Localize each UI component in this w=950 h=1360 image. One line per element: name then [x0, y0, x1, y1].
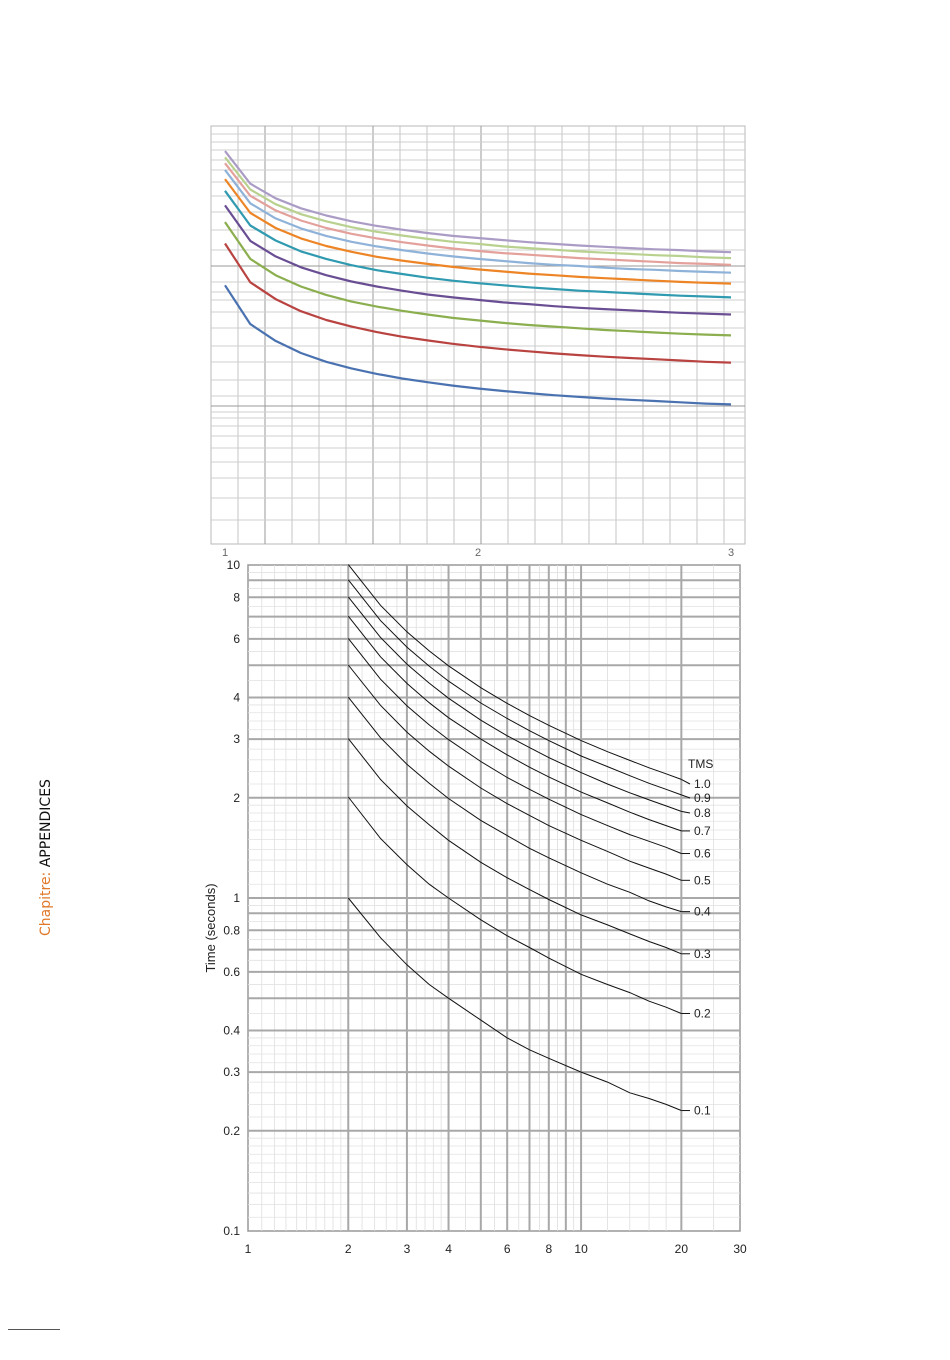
chapter-sidebar-label: Chapitre: APPENDICES	[38, 779, 54, 936]
upper-series-line-6	[224, 178, 732, 285]
lower-x-tick-label: 4	[445, 1242, 452, 1256]
upper-colored-chart: 1 2 3	[210, 125, 746, 559]
upper-x-tick-label: 1	[222, 547, 228, 559]
tms-curve-0.4	[347, 696, 682, 913]
lower-y-tick-label: 0.6	[223, 965, 240, 979]
upper-series-line-8	[224, 162, 732, 266]
upper-series-line-2	[224, 242, 732, 364]
tms-leader-0.9	[681, 794, 691, 799]
upper-x-tick-label: 2	[475, 547, 481, 559]
lower-y-tick-label: 8	[233, 590, 240, 604]
lower-y-tick-label: 6	[233, 632, 240, 646]
upper-chart-frame	[210, 125, 746, 545]
lower-chart-curves	[347, 564, 682, 1111]
tms-series-label: 1.0	[694, 777, 711, 791]
tms-series-label: 0.9	[694, 791, 711, 805]
lower-y-axis-label: Time (seconds)	[203, 883, 218, 972]
upper-x-tick-label: 3	[728, 547, 734, 559]
upper-series-line-3	[224, 221, 732, 337]
lower-x-tick-label: 20	[675, 1242, 689, 1256]
tms-leader-1.0	[681, 779, 691, 785]
lower-y-tick-label: 10	[227, 558, 241, 572]
tms-curve-0.7	[347, 615, 682, 832]
lower-y-tick-label: 0.3	[223, 1065, 240, 1079]
lower-x-tick-label: 3	[404, 1242, 411, 1256]
tms-series-label: 0.8	[694, 806, 711, 820]
tms-curve-0.9	[347, 579, 682, 796]
upper-series-line-7	[224, 169, 732, 274]
lower-chart-grid	[247, 564, 741, 1232]
upper-series-line-1	[224, 284, 732, 406]
lower-y-tick-label: 0.1	[223, 1224, 240, 1238]
footer-rule	[8, 1329, 60, 1330]
lower-y-tick-label: 4	[233, 691, 240, 705]
tms-series-label: 0.2	[694, 1006, 711, 1020]
tms-series-label: 0.1	[694, 1104, 711, 1118]
upper-series-line-4	[224, 204, 732, 316]
tms-curve-0.1	[347, 897, 682, 1111]
lower-y-tick-label: 0.8	[223, 923, 240, 937]
lower-y-tick-label: 2	[233, 791, 240, 805]
tms-legend-title: TMS	[688, 757, 713, 771]
upper-chart-grid	[210, 125, 746, 545]
chapter-name: APPENDICES	[38, 779, 54, 868]
lower-x-tick-label: 6	[504, 1242, 511, 1256]
lower-x-tick-label: 8	[545, 1242, 552, 1256]
lower-x-tick-label: 1	[245, 1242, 252, 1256]
tms-curve-0.3	[347, 738, 682, 955]
upper-series-line-5	[224, 190, 732, 299]
tms-leader-0.8	[681, 810, 691, 814]
lower-y-tick-label: 3	[233, 732, 240, 746]
tms-curve-0.8	[347, 596, 682, 812]
chapter-prefix: Chapitre:	[38, 867, 54, 936]
tms-series-label: 0.6	[694, 847, 711, 861]
lower-y-tick-label: 0.2	[223, 1124, 240, 1138]
tms-series-label: 0.5	[694, 873, 711, 887]
lower-x-tick-label: 30	[733, 1242, 747, 1256]
tms-series-label: 0.7	[694, 824, 711, 838]
upper-chart-series	[224, 150, 732, 406]
tms-series-label: 0.4	[694, 905, 711, 919]
tms-curve-0.6	[347, 638, 682, 854]
tms-curve-1.0	[347, 564, 682, 780]
lower-chart-labels: 1 2 3 4 6 8 10 20 30 0.1 0.2 0.3 0.4 0.6 0.8 1 2 3 4 6 8 10 Ti…	[203, 558, 747, 1256]
tms-series-label: 0.3	[694, 947, 711, 961]
upper-chart-x-ticks: 1 2 3	[222, 547, 734, 559]
upper-series-line-10	[224, 150, 732, 254]
lower-x-tick-label: 2	[345, 1242, 352, 1256]
upper-series-line-9	[224, 156, 732, 260]
lower-y-tick-label: 0.4	[223, 1024, 240, 1038]
lower-x-tick-label: 10	[574, 1242, 588, 1256]
lower-tms-chart: 1 2 3 4 6 8 10 20 30 0.1 0.2 0.3 0.4 0.6 0.8 1 2 3 4 6 8 10 Ti…	[203, 558, 747, 1256]
tms-curve-0.2	[347, 796, 682, 1014]
tms-curve-0.5	[347, 664, 682, 881]
lower-y-tick-label: 1	[233, 891, 240, 905]
